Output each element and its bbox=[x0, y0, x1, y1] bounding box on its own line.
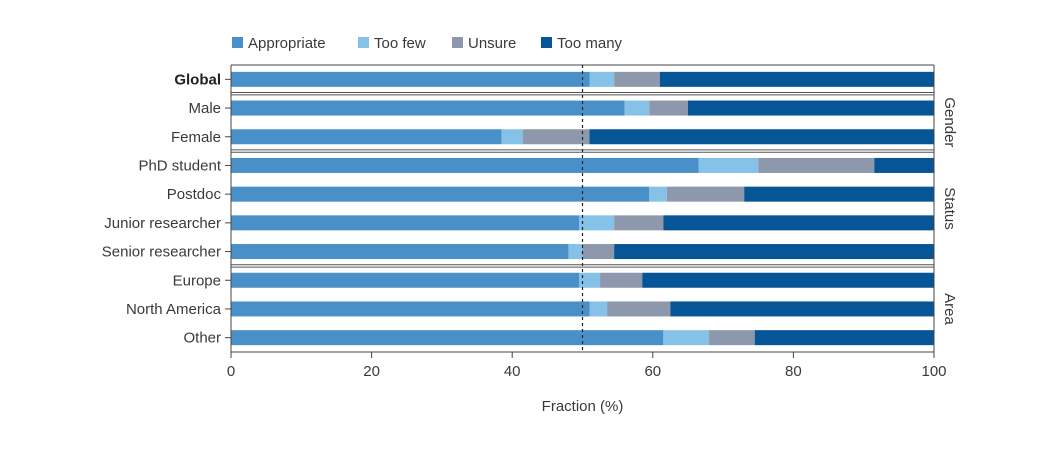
x-tick-label-0: 0 bbox=[227, 363, 235, 380]
bar-global-too-few bbox=[589, 71, 615, 87]
bar-female-too-many bbox=[589, 129, 934, 145]
bar-europe-too-many bbox=[642, 272, 934, 288]
bar-female-unsure bbox=[522, 129, 590, 145]
x-tick-label-40: 40 bbox=[504, 363, 521, 380]
bar-other-too-few bbox=[663, 330, 710, 346]
bar-phd-student-appropriate bbox=[231, 157, 699, 173]
legend-swatch-unsure bbox=[452, 37, 463, 48]
category-label-other: Other bbox=[183, 330, 221, 347]
category-label-global: Global bbox=[174, 71, 221, 88]
bar-male-unsure bbox=[649, 100, 688, 116]
bar-postdoc-appropriate bbox=[231, 186, 650, 202]
bar-north-america-too-few bbox=[589, 301, 608, 317]
bar-north-america-too-many bbox=[670, 301, 934, 317]
bar-male-appropriate bbox=[231, 100, 625, 116]
bar-phd-student-too-few bbox=[698, 157, 759, 173]
bar-female-appropriate bbox=[231, 129, 502, 145]
category-labels: Global Male Female PhD student Postdoc Junior… bbox=[102, 71, 231, 347]
x-axis-title: Fraction (%) bbox=[542, 398, 624, 415]
bar-junior-researcher-too-many bbox=[663, 215, 934, 231]
bar-female-too-few bbox=[501, 129, 523, 145]
bar-global-too-many bbox=[659, 71, 934, 87]
bar-other-unsure bbox=[709, 330, 755, 346]
bar-senior-researcher-appropriate bbox=[231, 244, 569, 260]
legend-swatch-appropriate bbox=[232, 37, 243, 48]
bar-postdoc-too-many bbox=[744, 186, 934, 202]
bar-postdoc-too-few bbox=[649, 186, 667, 202]
legend-swatch-too-many bbox=[541, 37, 552, 48]
bar-senior-researcher-unsure bbox=[582, 244, 615, 260]
bars bbox=[231, 71, 934, 346]
x-tick-label-20: 20 bbox=[363, 363, 380, 380]
group-label-status: Status bbox=[941, 187, 958, 230]
bar-europe-too-few bbox=[578, 272, 601, 288]
bar-male-too-few bbox=[624, 100, 650, 116]
bar-junior-researcher-unsure bbox=[614, 215, 664, 231]
bar-senior-researcher-too-few bbox=[568, 244, 583, 260]
bar-north-america-unsure bbox=[607, 301, 671, 317]
bar-junior-researcher-too-few bbox=[578, 215, 615, 231]
group-labels: Gender Status Area bbox=[941, 97, 958, 325]
bar-phd-student-too-many bbox=[874, 157, 934, 173]
legend-label-too-few: Too few bbox=[374, 35, 426, 52]
x-tick-label-80: 80 bbox=[785, 363, 802, 380]
category-label-female: Female bbox=[171, 129, 221, 146]
category-label-europe: Europe bbox=[173, 272, 221, 289]
category-label-junior-researcher: Junior researcher bbox=[104, 215, 221, 232]
bar-other-appropriate bbox=[231, 330, 664, 346]
bar-junior-researcher-appropriate bbox=[231, 215, 579, 231]
bar-postdoc-unsure bbox=[666, 186, 745, 202]
bar-phd-student-unsure bbox=[758, 157, 875, 173]
x-tick-label-100: 100 bbox=[921, 363, 946, 380]
legend: Appropriate Too few Unsure Too many bbox=[232, 35, 623, 52]
x-axis: 0 20 40 60 80 100 bbox=[227, 352, 947, 380]
group-label-gender: Gender bbox=[941, 97, 958, 147]
bar-global-unsure bbox=[614, 71, 660, 87]
bar-male-too-many bbox=[687, 100, 934, 116]
legend-label-unsure: Unsure bbox=[468, 35, 516, 52]
category-label-north-america: North America bbox=[126, 301, 222, 318]
category-label-postdoc: Postdoc bbox=[167, 186, 222, 203]
legend-label-appropriate: Appropriate bbox=[248, 35, 326, 52]
legend-label-too-many: Too many bbox=[557, 35, 623, 52]
bar-europe-appropriate bbox=[231, 272, 579, 288]
category-label-male: Male bbox=[188, 100, 221, 117]
legend-swatch-too-few bbox=[358, 37, 369, 48]
bar-senior-researcher-too-many bbox=[614, 244, 934, 260]
bar-europe-unsure bbox=[600, 272, 643, 288]
group-label-area: Area bbox=[941, 293, 958, 325]
x-tick-label-60: 60 bbox=[644, 363, 661, 380]
bar-global-appropriate bbox=[231, 71, 590, 87]
category-label-senior-researcher: Senior researcher bbox=[102, 244, 221, 261]
bar-north-america-appropriate bbox=[231, 301, 590, 317]
category-label-phd-student: PhD student bbox=[138, 157, 221, 174]
bar-other-too-many bbox=[754, 330, 934, 346]
